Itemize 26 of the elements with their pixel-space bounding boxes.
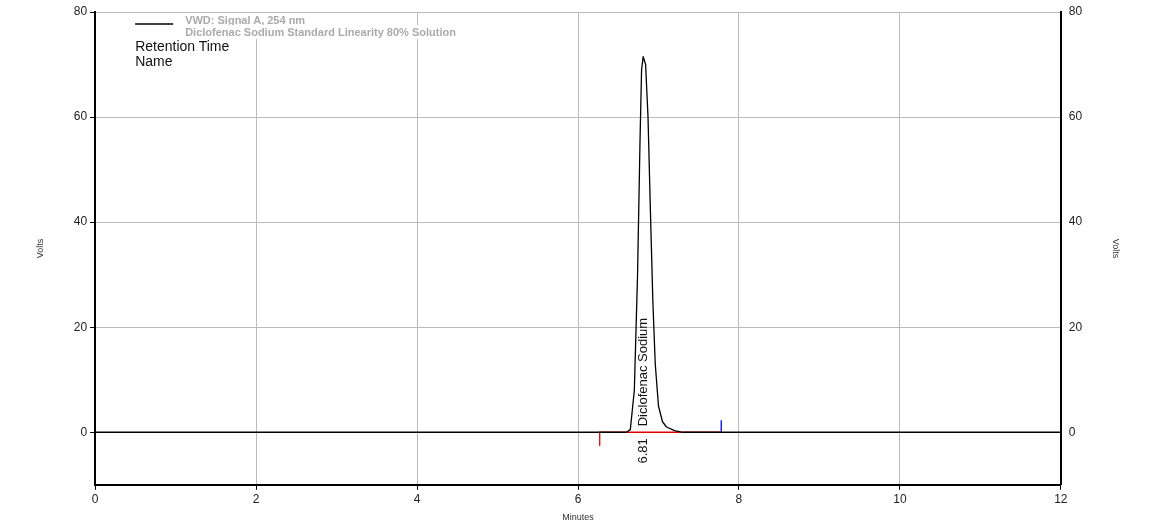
annotation: Name (135, 52, 173, 69)
y2-tick-label: 80 (1068, 4, 1083, 19)
x-tick-label: 8 (735, 492, 743, 507)
y-tick-label: 60 (73, 109, 88, 124)
y2-tick-label: 60 (1068, 109, 1083, 124)
x-tick-label: 12 (1054, 492, 1068, 507)
y-axis-title: Volts (34, 238, 45, 259)
annotation: 6.81 (634, 438, 650, 464)
y-tick-label: 0 (80, 424, 88, 439)
x-tick-label: 0 (91, 492, 99, 507)
x-tick-label: 10 (893, 492, 907, 507)
y2-tick-label: 0 (1068, 424, 1076, 439)
x-tick-label: 6 (574, 492, 582, 507)
x-tick-label: 2 (252, 492, 260, 507)
y-tick-label: 80 (73, 4, 88, 19)
y-tick-label: 20 (73, 319, 88, 334)
y2-axis-title: Volts (1111, 238, 1122, 259)
annotation: Retention Time (135, 37, 230, 54)
x-axis-title: Minutes (562, 512, 595, 523)
legend-label: VWD: Signal A, 254 nm (185, 13, 306, 26)
annotation: Diclofenac Sodium Standard Linearity 80% Solution (185, 25, 457, 38)
y-tick-label: 40 (73, 214, 88, 229)
y2-tick-label: 20 (1068, 319, 1083, 334)
y2-tick-label: 40 (1068, 214, 1083, 229)
annotation: Diclofenac Sodium (634, 317, 650, 427)
x-tick-label: 4 (413, 492, 421, 507)
